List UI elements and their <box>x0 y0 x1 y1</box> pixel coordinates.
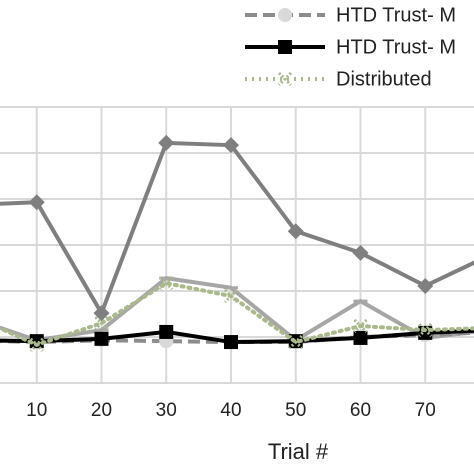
marker <box>28 194 45 211</box>
marker <box>287 223 304 240</box>
marker <box>277 71 293 87</box>
marker <box>223 137 239 154</box>
marker <box>223 288 239 304</box>
marker <box>417 277 434 294</box>
plot-area <box>0 134 474 352</box>
marker <box>352 244 369 261</box>
marker <box>278 40 292 54</box>
x-tick-label: 10 <box>26 400 47 421</box>
marker <box>353 330 368 345</box>
marker <box>29 334 44 349</box>
legend-label: HTD Trust- M <box>336 4 456 26</box>
marker <box>159 324 174 339</box>
x-tick-label: 20 <box>91 400 112 421</box>
legend: HTD Trust- M HTD Trust- M Distributed <box>245 4 456 90</box>
x-tick-label: 50 <box>285 400 306 421</box>
marker <box>224 335 238 350</box>
marker <box>94 331 109 346</box>
marker <box>158 134 175 151</box>
marker <box>29 337 44 352</box>
marker <box>159 276 174 291</box>
marker <box>353 318 368 334</box>
x-tick-label: 40 <box>220 400 241 421</box>
x-tick-label: 30 <box>156 400 177 421</box>
marker <box>288 334 303 350</box>
x-tick-label: 70 <box>415 400 436 421</box>
x-axis-title: Trial # <box>268 439 329 464</box>
legend-label: Distributed <box>336 68 432 90</box>
legend-label: HTD Trust- M <box>336 36 456 58</box>
marker <box>418 323 433 338</box>
x-tick-label: 60 <box>350 400 371 421</box>
marker <box>94 316 109 331</box>
marker <box>278 8 292 22</box>
x-ticks: 10 20 30 40 50 60 70 <box>26 400 436 421</box>
